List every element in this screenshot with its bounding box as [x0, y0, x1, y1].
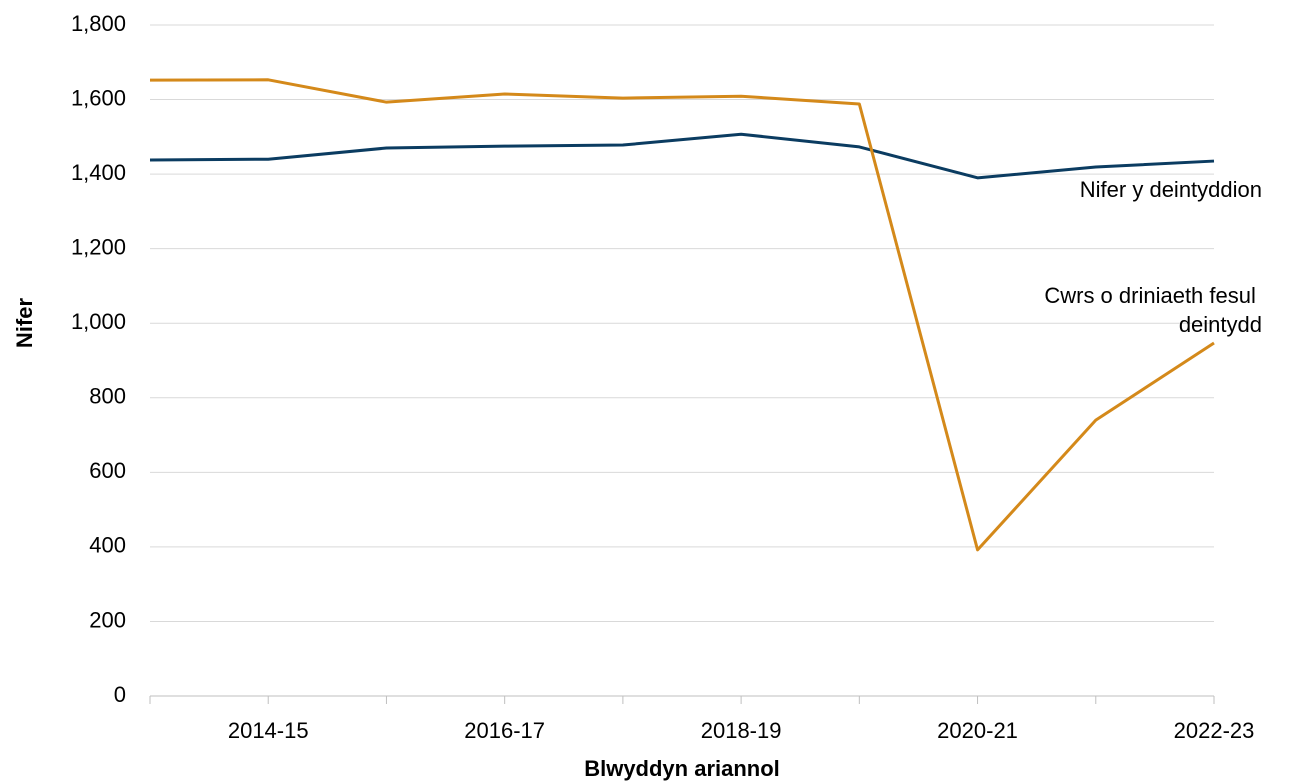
y-tick-label: 200: [89, 607, 126, 632]
x-tick-label: 2014-15: [228, 718, 309, 743]
y-tick-label: 0: [114, 682, 126, 707]
y-tick-label: 1,400: [71, 160, 126, 185]
series-line: [149, 78, 1215, 552]
x-tick-label: 2022-23: [1174, 718, 1255, 743]
y-tick-label: 800: [89, 384, 126, 409]
series-label: Cwrs o driniaeth fesul deintydd: [1044, 283, 1262, 337]
x-axis-label: Blwyddyn ariannol: [584, 756, 780, 781]
y-tick-label: 600: [89, 458, 126, 483]
y-tick-label: 1,200: [71, 234, 126, 259]
x-tick-label: 2020-21: [937, 718, 1018, 743]
y-tick-label: 1,000: [71, 309, 126, 334]
series-label: Nifer y deintyddion: [1080, 177, 1262, 202]
y-tick-label: 400: [89, 533, 126, 558]
y-tick-label: 1,800: [71, 11, 126, 36]
y-axis-label: Nifer: [12, 298, 37, 349]
x-tick-label: 2016-17: [464, 718, 545, 743]
y-tick-label: 1,600: [71, 85, 126, 110]
x-tick-label: 2018-19: [701, 718, 782, 743]
series-line: [149, 132, 1215, 180]
